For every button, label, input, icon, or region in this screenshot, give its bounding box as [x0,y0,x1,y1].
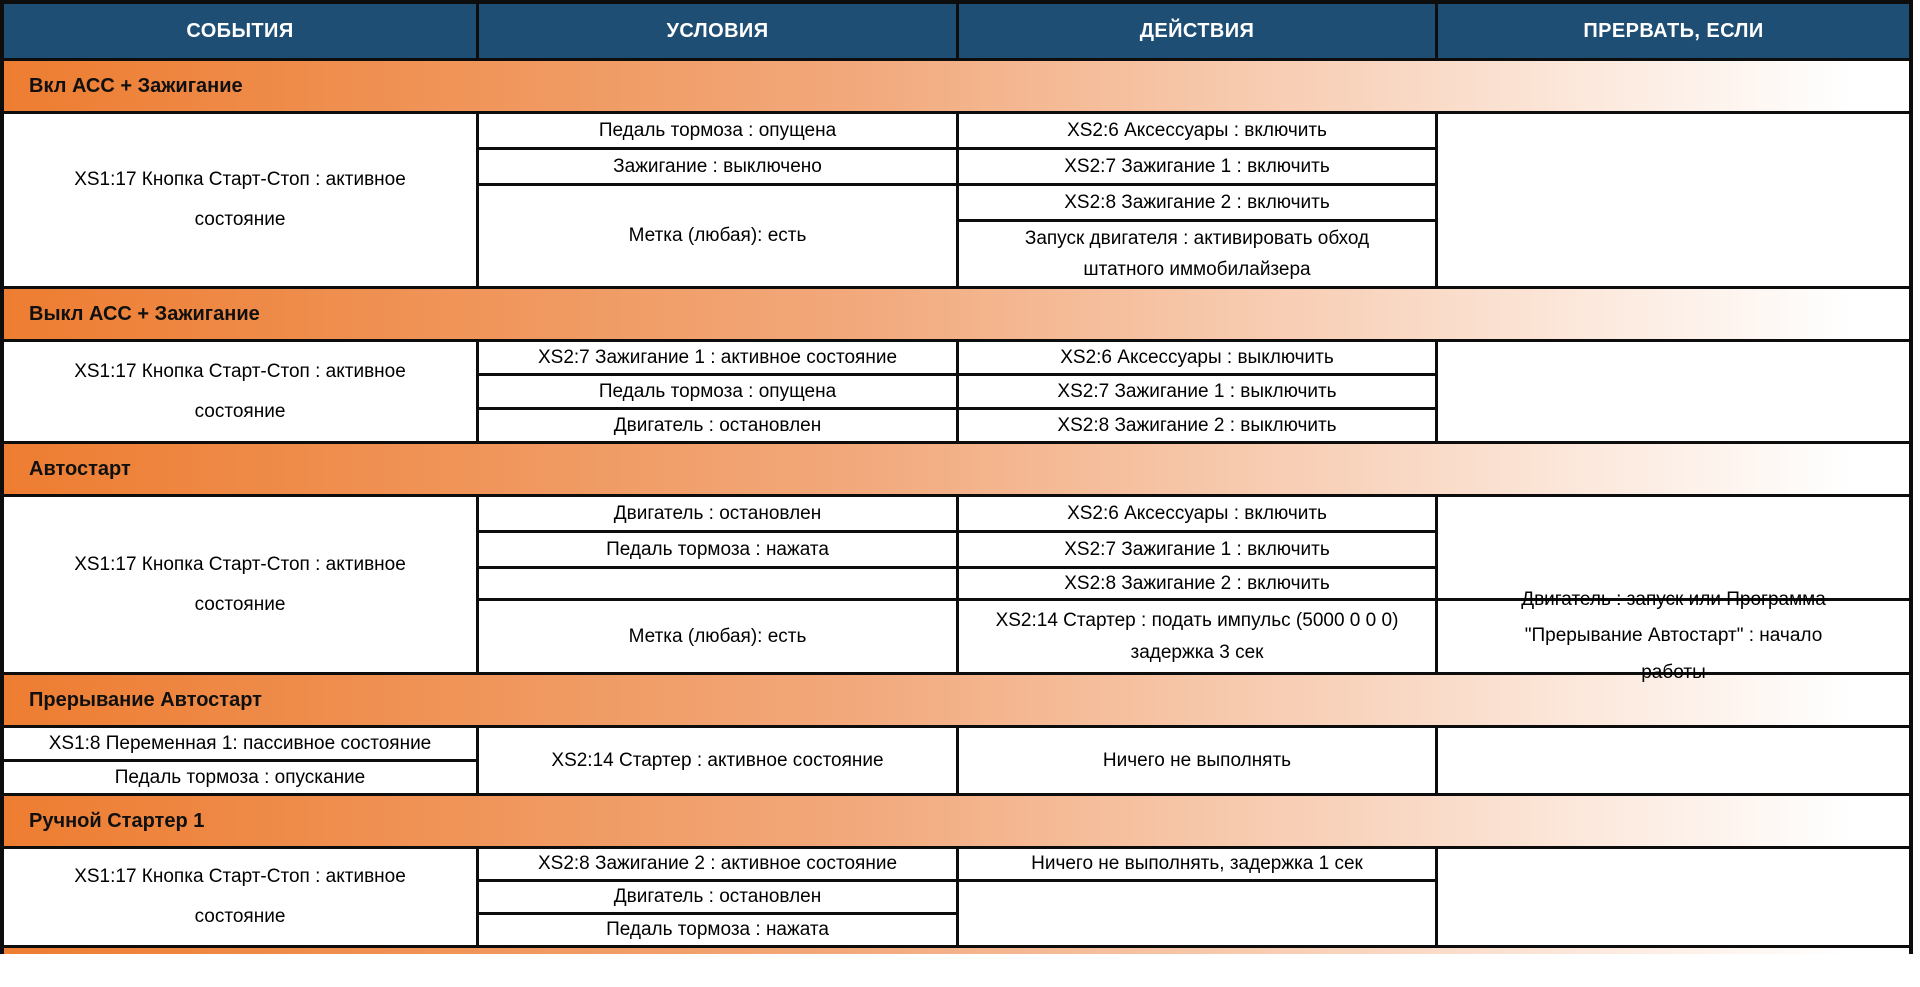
cell-action: XS2:7 Зажигание 1 : включить [959,533,1435,566]
cell-event: XS1:17 Кнопка Старт-Стоп : активное сост… [4,342,476,441]
column-header-interrupt: ПРЕРВАТЬ, ЕСЛИ [1438,4,1909,58]
logic-table: СОБЫТИЯ УСЛОВИЯ ДЕЙСТВИЯ ПРЕРВАТЬ, ЕСЛИ … [0,0,1913,954]
cell-action: Запуск двигателя : активировать обход шт… [959,222,1435,286]
section-band-preryvanie-autostart: Прерывание Автостарт [4,672,1909,728]
cell-event: XS1:17 Кнопка Старт-Стоп : активное сост… [4,114,476,286]
cell-interrupt [1438,849,1909,945]
cell-condition: Педаль тормоза : опущена [479,376,956,407]
cell-event: XS1:8 Переменная 1: пассивное состояние [4,728,476,759]
section-block-autostart: XS1:17 Кнопка Старт-Стоп : активное сост… [4,497,1909,683]
section-band-vykl-acc: Выкл АСС + Зажигание [4,286,1909,342]
cell-interrupt [1438,497,1909,598]
cell-condition: XS2:8 Зажигание 2 : активное состояние [479,849,956,879]
cell-action: XS2:8 Зажигание 2 : включить [959,186,1435,219]
cell-action: XS2:8 Зажигание 2 : выключить [959,410,1435,441]
cell-action: XS2:6 Аксессуары : включить [959,497,1435,530]
cell-event: XS1:17 Кнопка Старт-Стоп : активное сост… [4,497,476,672]
table-header-row: СОБЫТИЯ УСЛОВИЯ ДЕЙСТВИЯ ПРЕРВАТЬ, ЕСЛИ [4,4,1909,58]
cell-interrupt [1438,114,1909,286]
next-section-band-cutoff [4,945,1909,954]
cell-action: Ничего не выполнять [959,728,1435,793]
section-band-vkl-acc: Вкл АСС + Зажигание [4,58,1909,114]
cell-action: XS2:6 Аксессуары : выключить [959,342,1435,373]
cell-action: Ничего не выполнять, задержка 1 сек [959,849,1435,879]
cell-condition: Метка (любая): есть [479,601,956,672]
cell-interrupt: Двигатель : запуск или Программа "Прерыв… [1438,589,1909,683]
section-band-autostart: Автостарт [4,441,1909,497]
cell-condition: Метка (любая): есть [479,186,956,286]
section-block-vykl-acc: XS1:17 Кнопка Старт-Стоп : активное сост… [4,342,1909,441]
cell-event: XS1:17 Кнопка Старт-Стоп : активное сост… [4,849,476,945]
cell-condition: Двигатель : остановлен [479,410,956,441]
cell-event: Педаль тормоза : опускание [4,762,476,793]
section-block-preryvanie-autostart: XS1:8 Переменная 1: пассивное состояние … [4,728,1909,793]
cell-interrupt [1438,342,1909,441]
cell-action: XS2:14 Стартер : подать импульс (5000 0 … [959,601,1435,672]
cell-action: XS2:8 Зажигание 2 : включить [959,569,1435,598]
section-band-ruchnoy-starter: Ручной Стартер 1 [4,793,1909,849]
cell-condition: XS2:14 Стартер : активное состояние [479,728,956,793]
column-header-conditions: УСЛОВИЯ [479,4,956,58]
cell-condition: Педаль тормоза : опущена [479,114,956,147]
cell-action: XS2:7 Зажигание 1 : включить [959,150,1435,183]
cell-condition: Двигатель : остановлен [479,497,956,530]
section-block-vkl-acc: XS1:17 Кнопка Старт-Стоп : активное сост… [4,114,1909,286]
cell-action [959,882,1435,945]
cell-condition: XS2:7 Зажигание 1 : активное состояние [479,342,956,373]
section-block-ruchnoy-starter: XS1:17 Кнопка Старт-Стоп : активное сост… [4,849,1909,945]
cell-condition: Педаль тормоза : нажата [479,533,956,566]
cell-action: XS2:7 Зажигание 1 : выключить [959,376,1435,407]
cell-action: XS2:6 Аксессуары : включить [959,114,1435,147]
column-header-events: СОБЫТИЯ [4,4,476,58]
column-header-actions: ДЕЙСТВИЯ [959,4,1435,58]
cell-interrupt [1438,728,1909,793]
cell-condition: Педаль тормоза : нажата [479,915,956,945]
cell-condition: Зажигание : выключено [479,150,956,183]
cell-condition: Двигатель : остановлен [479,882,956,912]
cell-condition [479,569,956,598]
